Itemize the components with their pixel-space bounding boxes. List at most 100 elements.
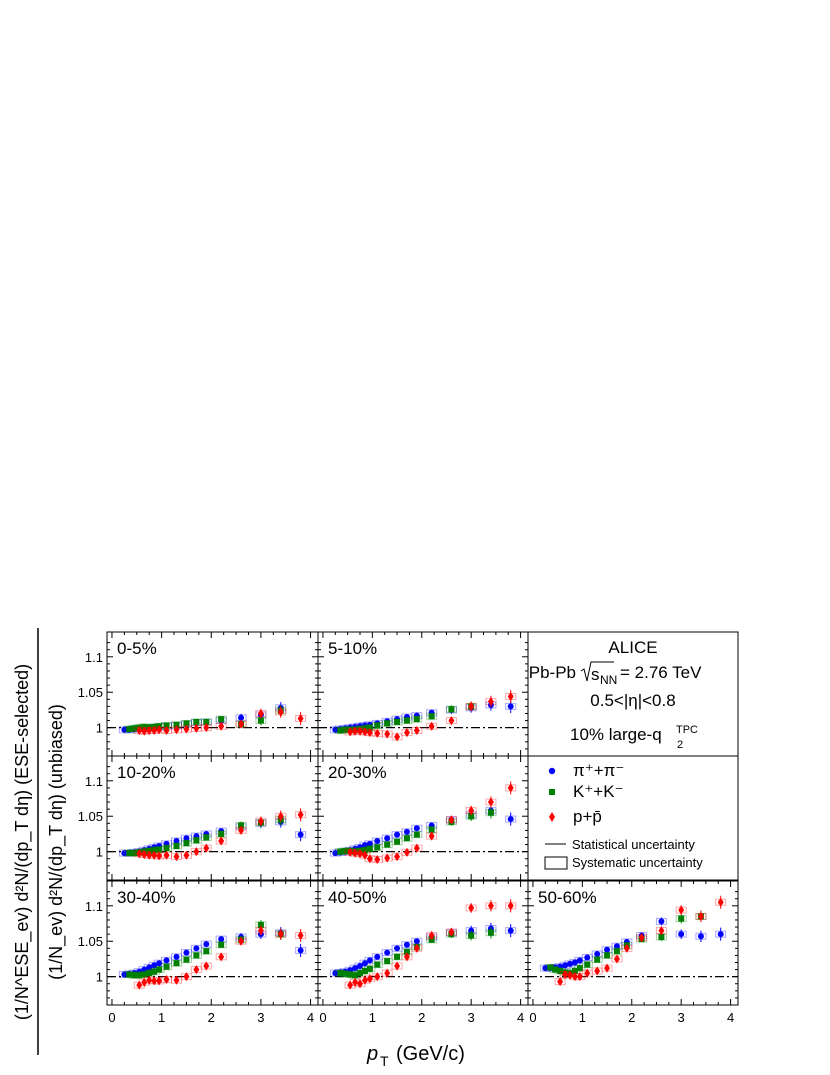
- point-pion: [121, 726, 128, 733]
- point-proton: [394, 852, 401, 862]
- point-kaon: [136, 972, 143, 979]
- point-pion: [163, 957, 170, 964]
- selection-label: 10% large-q: [570, 725, 662, 744]
- x-tick-label: 2: [628, 1010, 635, 1025]
- point-proton: [238, 719, 245, 729]
- point-proton: [136, 725, 143, 735]
- point-proton: [697, 911, 704, 921]
- point-kaon: [257, 717, 264, 724]
- point-pion: [374, 838, 381, 845]
- point-pion: [507, 703, 514, 710]
- point-pion: [384, 835, 391, 842]
- legend-label-stat: Statistical uncertainty: [572, 837, 695, 852]
- point-kaon: [361, 847, 368, 854]
- point-proton: [347, 847, 354, 857]
- point-kaon: [151, 847, 158, 854]
- point-pion: [403, 828, 410, 835]
- point-pion: [332, 850, 339, 857]
- point-proton: [151, 976, 158, 986]
- point-kaon: [374, 961, 381, 968]
- point-kaon: [173, 960, 180, 967]
- point-proton: [277, 811, 284, 821]
- point-kaon: [342, 970, 349, 977]
- point-kaon: [218, 941, 225, 948]
- point-proton: [352, 848, 359, 858]
- y-tick-label: 1.1: [85, 774, 103, 789]
- point-pion: [567, 960, 573, 967]
- point-proton: [238, 825, 245, 835]
- point-pion: [332, 970, 339, 977]
- point-proton: [623, 943, 630, 953]
- info-box: ALICE Pb-Pb s NN = 2.76 TeV 0.5<|η|<0.8 …: [529, 638, 704, 870]
- point-proton: [571, 972, 578, 982]
- point-proton: [173, 975, 180, 985]
- point-kaon: [576, 965, 583, 972]
- point-proton: [487, 797, 494, 807]
- point-kaon: [357, 970, 363, 977]
- point-pion: [146, 964, 153, 971]
- point-pion: [357, 963, 363, 970]
- point-proton: [361, 975, 368, 985]
- point-proton: [468, 806, 475, 816]
- point-proton: [507, 901, 514, 911]
- point-proton: [141, 849, 148, 859]
- point-proton: [413, 843, 420, 853]
- point-proton: [361, 727, 368, 737]
- point-pion: [238, 714, 245, 721]
- point-proton: [468, 701, 475, 711]
- point-proton: [156, 725, 163, 735]
- point-kaon: [183, 956, 190, 963]
- point-proton: [403, 847, 410, 857]
- point-proton: [146, 850, 153, 860]
- point-proton: [384, 853, 391, 863]
- point-proton: [352, 977, 359, 987]
- y-tick-label: 1.1: [85, 899, 103, 914]
- point-proton: [428, 831, 435, 841]
- point-proton: [384, 968, 391, 978]
- point-proton: [257, 708, 264, 718]
- x-tick-label: 4: [307, 1010, 314, 1025]
- y-axis-title-denominator: (1/N_ev) d²N/(dp_T dη) (unbiased): [46, 704, 67, 980]
- point-proton: [357, 849, 363, 859]
- point-kaon: [156, 846, 163, 853]
- point-kaon: [151, 968, 158, 975]
- panel-30-40%: 1 1.05 1.1 0 1 2 3 4 30-40%: [78, 880, 319, 1025]
- point-proton: [183, 972, 190, 982]
- point-pion: [366, 840, 373, 847]
- point-proton: [297, 931, 304, 941]
- panel-label: 0-5%: [117, 639, 157, 658]
- point-kaon: [428, 826, 435, 833]
- point-proton: [151, 850, 158, 860]
- point-kaon: [366, 845, 373, 852]
- point-kaon: [604, 952, 611, 959]
- point-proton: [257, 926, 264, 936]
- x-tick-label: 3: [678, 1010, 685, 1025]
- point-kaon: [203, 718, 210, 725]
- point-pion: [173, 838, 180, 845]
- point-proton: [218, 721, 225, 731]
- point-proton: [257, 816, 264, 826]
- point-kaon: [131, 972, 138, 979]
- point-proton: [151, 725, 158, 735]
- point-kaon: [658, 933, 665, 940]
- point-kaon: [413, 716, 420, 723]
- x-tick-label: 4: [517, 1010, 524, 1025]
- point-proton: [347, 727, 354, 737]
- point-kaon: [403, 835, 410, 842]
- point-pion: [352, 965, 359, 972]
- point-proton: [487, 696, 494, 706]
- point-pion: [604, 946, 611, 953]
- point-pion: [151, 962, 158, 969]
- point-pion: [594, 950, 601, 957]
- point-kaon: [163, 722, 170, 729]
- point-proton: [163, 725, 170, 735]
- legend-syst-box: [544, 856, 568, 870]
- y-axis-title: (1/N^ESE_ev) d²N/(dp_T dη) (ESE-selected…: [12, 628, 67, 1055]
- point-kaon: [403, 717, 410, 724]
- point-kaon: [374, 844, 381, 851]
- point-proton: [428, 931, 435, 941]
- y-axis-title-numerator: (1/N^ESE_ev) d²N/(dp_T dη) (ESE-selected…: [12, 664, 33, 1020]
- point-proton: [557, 977, 564, 987]
- point-proton: [562, 970, 569, 980]
- sqrt-sign: [580, 661, 614, 682]
